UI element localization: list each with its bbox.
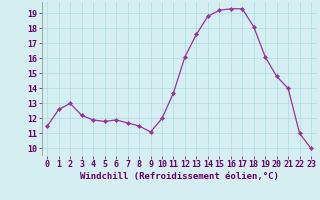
X-axis label: Windchill (Refroidissement éolien,°C): Windchill (Refroidissement éolien,°C) <box>80 172 279 181</box>
